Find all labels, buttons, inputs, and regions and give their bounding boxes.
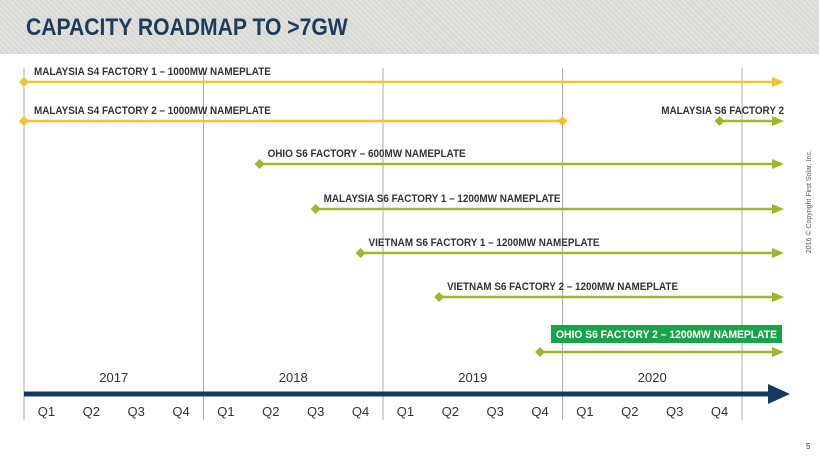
bar-label: MALAYSIA S4 FACTORY 2 – 1000MW NAMEPLATE — [34, 106, 271, 118]
bar-label: VIETNAM S6 FACTORY 1 – 1200MW NAMEPLATE — [369, 238, 600, 250]
year-label: 2018 — [279, 370, 308, 385]
copyright-text: 2016 © Copyright First Solar, Inc. — [806, 150, 813, 254]
quarter-label: Q2 — [262, 404, 279, 419]
quarter-label: Q2 — [442, 404, 459, 419]
bar-arrowhead — [772, 347, 784, 357]
year-label: 2017 — [99, 370, 128, 385]
bar-start-marker — [310, 204, 321, 214]
bar-start-marker — [19, 77, 29, 87]
header-band: CAPACITY ROADMAP TO >7GW — [0, 0, 819, 54]
bar-label: MALAYSIA S4 FACTORY 1 – 1000MW NAMEPLATE — [34, 67, 271, 79]
bar-label: OHIO S6 FACTORY 2 – 1200MW NAMEPLATE — [556, 329, 777, 341]
bar-start-marker — [355, 248, 366, 258]
bar-end-marker — [557, 116, 568, 126]
bar-label: VIETNAM S6 FACTORY 2 – 1200MW NAMEPLATE — [447, 282, 678, 294]
bar-start-marker — [19, 116, 29, 126]
quarter-label: Q1 — [217, 404, 234, 419]
quarter-label: Q1 — [576, 404, 593, 419]
bar-start-marker — [254, 159, 265, 169]
quarter-label: Q4 — [172, 404, 189, 419]
year-label: 2020 — [638, 370, 667, 385]
slide-title: CAPACITY ROADMAP TO >7GW — [26, 14, 348, 41]
quarter-label: Q3 — [307, 404, 324, 419]
bar-arrowhead — [772, 116, 784, 126]
quarter-label: Q3 — [666, 404, 683, 419]
quarter-label: Q1 — [397, 404, 414, 419]
quarter-label: Q4 — [711, 404, 728, 419]
quarter-label: Q3 — [128, 404, 145, 419]
year-label: 2019 — [458, 370, 487, 385]
highlight-label-box — [551, 325, 782, 343]
bar-arrowhead — [772, 77, 784, 87]
bar-start-marker — [434, 292, 445, 302]
bar-label: OHIO S6 FACTORY – 600MW NAMEPLATE — [268, 149, 466, 161]
bar-arrowhead — [772, 159, 784, 169]
bar-arrowhead — [772, 292, 784, 302]
quarter-label: Q2 — [83, 404, 100, 419]
bar-arrowhead — [772, 204, 784, 214]
quarter-label: Q4 — [531, 404, 548, 419]
quarter-label: Q4 — [352, 404, 369, 419]
bar-label: MALAYSIA S6 FACTORY 2 — [661, 106, 784, 118]
timeline-arrowhead — [768, 384, 790, 404]
quarter-label: Q1 — [38, 404, 55, 419]
quarter-label: Q2 — [621, 404, 638, 419]
page-number: 5 — [806, 442, 811, 451]
bar-start-marker — [535, 347, 546, 357]
bar-start-marker — [714, 116, 725, 126]
bar-label: MALAYSIA S6 FACTORY 1 – 1200MW NAMEPLATE — [324, 194, 561, 206]
bar-arrowhead — [772, 248, 784, 258]
quarter-label: Q3 — [487, 404, 504, 419]
